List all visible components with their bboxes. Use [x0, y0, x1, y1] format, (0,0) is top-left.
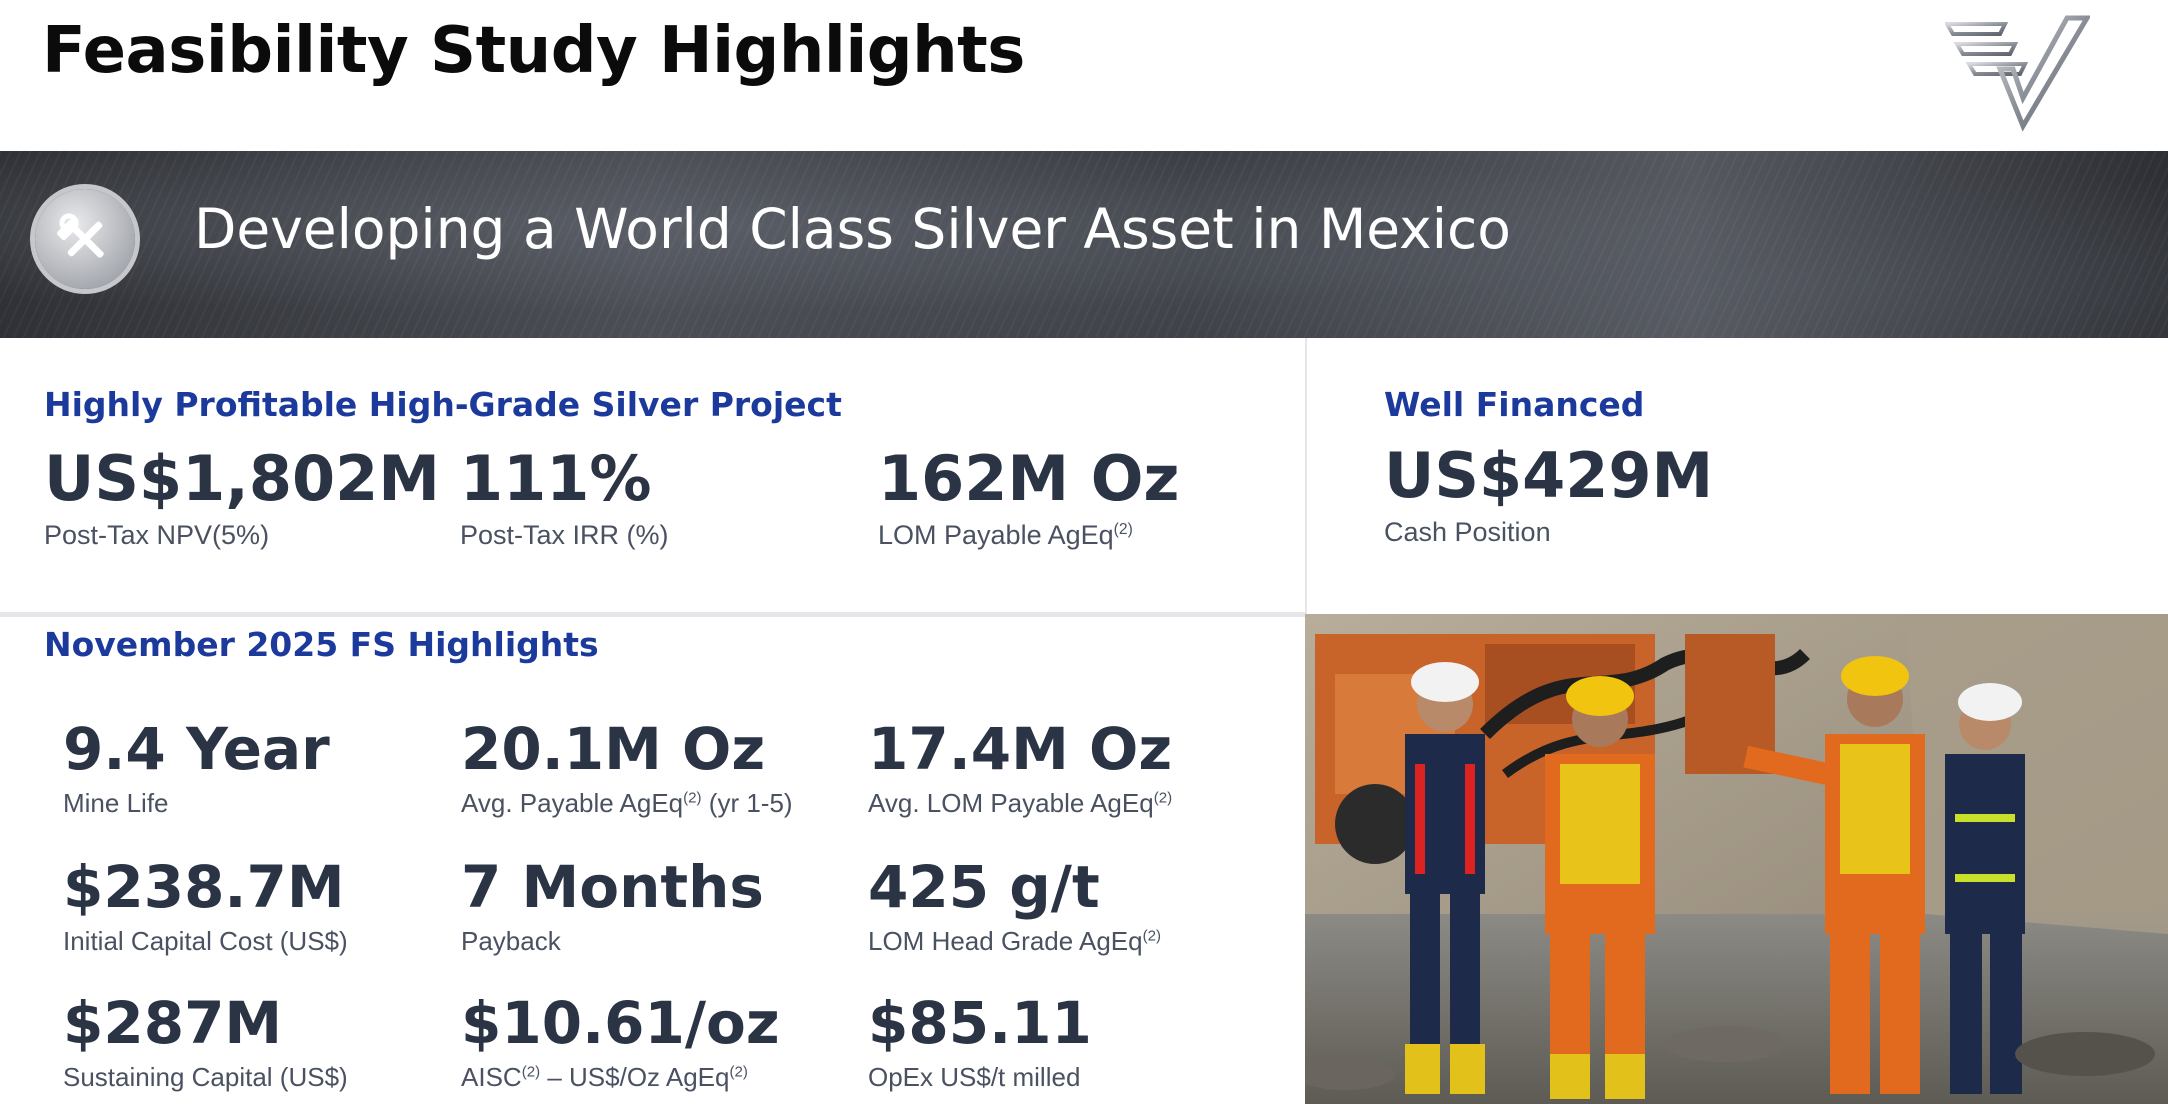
footnote-ref: (2) — [1113, 521, 1133, 538]
metric-value: 7 Months — [461, 853, 764, 921]
metric-label: Avg. LOM Payable AgEq(2) — [868, 788, 1172, 819]
fs-heading: November 2025 FS Highlights — [44, 625, 599, 664]
page-title: Feasibility Study Highlights — [42, 14, 1025, 88]
horizontal-divider — [0, 612, 1305, 617]
profitable-heading: Highly Profitable High-Grade Silver Proj… — [44, 385, 842, 424]
metric-value: $287M — [63, 989, 283, 1057]
metric-value: US$1,802M — [44, 442, 440, 515]
metric-opex: $85.11 OpEx US$/t milled — [868, 994, 1092, 1093]
label-text: LOM Head Grade AgEq — [868, 926, 1143, 956]
metric-value: 20.1M Oz — [461, 715, 766, 783]
metric-label: LOM Payable AgEq(2) — [878, 520, 1180, 551]
metric-aisc: $10.61/oz AISC(2) – US$/Oz AgEq(2) — [461, 994, 780, 1093]
metric-value: $238.7M — [63, 853, 345, 921]
metric-value: 111% — [460, 442, 652, 515]
metric-cash-position: US$429M Cash Position — [1384, 445, 1713, 548]
worker-figure — [1545, 676, 1655, 1099]
label-text-suffix: (yr 1-5) — [701, 788, 793, 818]
metric-label: OpEx US$/t milled — [868, 1062, 1081, 1092]
metric-value: $10.61/oz — [461, 989, 780, 1057]
footnote-ref: (2) — [1153, 789, 1173, 807]
metric-label: Mine Life — [63, 788, 169, 818]
footnote-ref: (2) — [521, 1063, 541, 1081]
metric-post-tax-npv: US$1,802M Post-Tax NPV(5%) — [44, 448, 440, 551]
metric-value: 9.4 Year — [63, 715, 330, 783]
metric-label: Avg. Payable AgEq(2) (yr 1-5) — [461, 788, 793, 819]
metric-head-grade: 425 g/t LOM Head Grade AgEq(2) — [868, 858, 1161, 957]
metric-value: $85.11 — [868, 989, 1092, 1057]
hammer-wrench-icon — [35, 189, 135, 289]
metric-payback: 7 Months Payback — [461, 858, 764, 957]
company-logo — [1943, 14, 2092, 134]
metric-value: US$429M — [1384, 439, 1714, 512]
footnote-ref: (2) — [729, 1063, 748, 1081]
vertical-divider — [1305, 338, 1307, 614]
label-text-suffix: – US$/Oz AgEq — [540, 1062, 730, 1092]
banner-text: Developing a World Class Silver Asset in… — [194, 197, 1511, 261]
metric-label: LOM Head Grade AgEq(2) — [868, 926, 1161, 957]
metric-label: AISC(2) – US$/Oz AgEq(2) — [461, 1062, 780, 1093]
metric-value: 425 g/t — [868, 853, 1100, 921]
label-text: LOM Payable AgEq — [878, 520, 1114, 550]
metric-mine-life: 9.4 Year Mine Life — [63, 720, 330, 819]
metric-label: Sustaining Capital (US$) — [63, 1062, 348, 1092]
mine-workers-photo — [1305, 614, 2168, 1104]
label-text: Avg. Payable AgEq — [461, 788, 684, 818]
metric-label: Post-Tax IRR (%) — [460, 520, 669, 550]
financed-heading: Well Financed — [1384, 385, 1645, 424]
metric-label: Cash Position — [1384, 517, 1551, 547]
banner: Developing a World Class Silver Asset in… — [0, 151, 2168, 338]
metric-label: Post-Tax NPV(5%) — [44, 520, 270, 550]
metric-sustaining-capital: $287M Sustaining Capital (US$) — [63, 994, 348, 1093]
label-text: AISC — [461, 1062, 522, 1092]
metric-lom-payable: 162M Oz LOM Payable AgEq(2) — [878, 448, 1180, 551]
metric-label: Initial Capital Cost (US$) — [63, 926, 348, 956]
worker-figure — [1405, 662, 1485, 1094]
metric-initial-capital: $238.7M Initial Capital Cost (US$) — [63, 858, 348, 957]
footnote-ref: (2) — [683, 789, 702, 807]
metric-label: Payback — [461, 926, 561, 956]
worker-figure — [1743, 656, 1925, 1094]
metric-avg-payable: 20.1M Oz Avg. Payable AgEq(2) (yr 1-5) — [461, 720, 793, 819]
metric-avg-lom-payable: 17.4M Oz Avg. LOM Payable AgEq(2) — [868, 720, 1172, 819]
metric-value: 17.4M Oz — [868, 715, 1173, 783]
footnote-ref: (2) — [1142, 927, 1162, 945]
metric-value: 162M Oz — [878, 442, 1180, 515]
metric-post-tax-irr: 111% Post-Tax IRR (%) — [460, 448, 669, 551]
label-text: Avg. LOM Payable AgEq — [868, 788, 1154, 818]
worker-figure — [1945, 683, 2025, 1094]
